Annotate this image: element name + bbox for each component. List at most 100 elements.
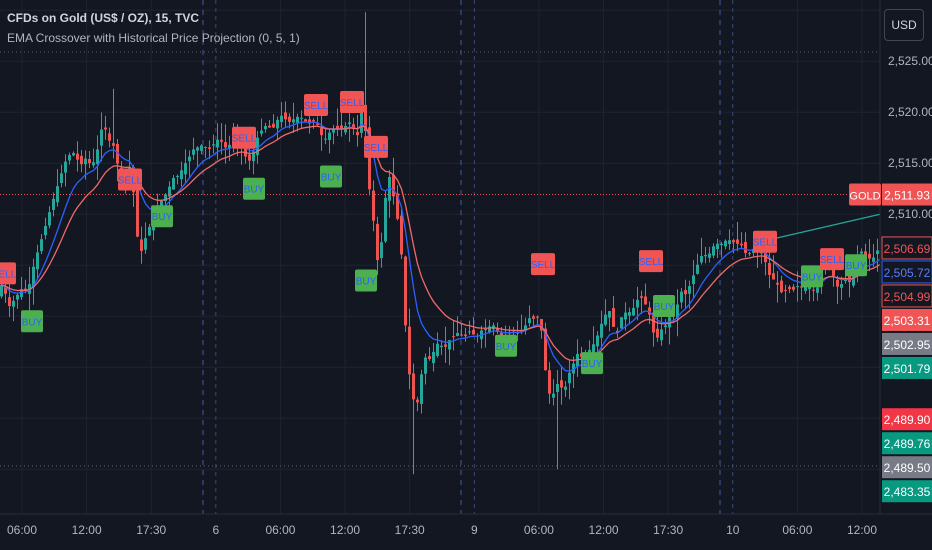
candle-body	[112, 143, 115, 146]
candle-body	[148, 226, 151, 236]
candle-body	[608, 311, 611, 318]
candle-body	[412, 373, 415, 400]
candle-body	[208, 147, 211, 149]
candle-body	[528, 318, 531, 324]
candle-body	[320, 127, 323, 136]
candle-body	[184, 163, 187, 175]
buy-signal	[320, 165, 342, 188]
y-tick-label: 2,515.00	[888, 156, 932, 170]
symbol-title: CFDs on Gold (US$ / OZ), 15, TVC	[7, 11, 200, 25]
candle-body	[536, 316, 539, 318]
buy-signal	[801, 265, 823, 288]
candle-body	[188, 156, 191, 162]
candle-body	[324, 138, 327, 140]
x-tick-label: 17:30	[395, 523, 425, 537]
sell-signal-label: SELL	[0, 269, 17, 280]
candle-body	[116, 143, 119, 164]
buy-signal-label: BUY	[356, 277, 377, 288]
candle-body	[24, 288, 27, 291]
price-badge-label: 2,489.76	[884, 437, 931, 451]
price-badge-label: 2,511.93	[884, 189, 930, 203]
buy-signal-label: BUY	[496, 342, 517, 353]
candle-body	[4, 287, 7, 294]
candle-body	[384, 197, 387, 242]
candle-body	[748, 253, 751, 255]
sell-signal	[340, 91, 364, 113]
candle-body	[864, 251, 867, 257]
indicator-title: EMA Crossover with Historical Price Proj…	[7, 31, 300, 45]
price-badge	[881, 236, 932, 260]
price-badge	[882, 183, 932, 206]
candle-body	[204, 146, 207, 148]
candle-body	[60, 173, 63, 184]
buy-signal-label: BUY	[582, 359, 603, 370]
candle-body	[192, 149, 195, 155]
candle-body	[484, 328, 487, 331]
sell-signal	[820, 248, 844, 271]
sell-signal-label: SELL	[232, 134, 257, 145]
candle-body	[868, 253, 871, 259]
price-badge-label: 2,506.69	[884, 242, 931, 256]
candle-body	[692, 275, 695, 285]
candle-body	[664, 325, 667, 328]
price-badge	[882, 456, 932, 479]
buy-signal-label: BUY	[654, 302, 675, 313]
candle-body	[628, 312, 631, 316]
candle-body	[276, 119, 279, 129]
candle-body	[136, 189, 139, 237]
candle-body	[776, 282, 779, 285]
candle-body	[832, 268, 835, 276]
candle-body	[872, 257, 875, 262]
price-badge-label: 2,501.79	[884, 362, 931, 376]
candle-body	[144, 238, 147, 250]
candle-body	[288, 116, 291, 122]
candle-body	[800, 286, 803, 288]
candle-body	[724, 240, 727, 247]
candle-body	[12, 300, 15, 307]
sell-signal-label: SELL	[340, 98, 365, 109]
buy-signal	[653, 295, 675, 317]
candle-body	[304, 119, 307, 122]
candle-body	[300, 117, 303, 119]
x-tick-label: 6	[213, 523, 220, 537]
candle-body	[716, 243, 719, 250]
candle-body	[16, 294, 19, 300]
x-tick-label: 06:00	[524, 523, 554, 537]
x-tick-label: 12:00	[330, 523, 360, 537]
candle-body	[564, 386, 567, 390]
candle-body	[656, 328, 659, 338]
candle-body	[772, 273, 775, 280]
candle-body	[448, 340, 451, 350]
buy-signal	[355, 269, 377, 292]
x-tick-label: 12:00	[72, 523, 102, 537]
x-tick-label: 06:00	[265, 523, 295, 537]
candle-body	[80, 155, 83, 165]
buy-signal-label: BUY	[321, 172, 342, 183]
candle-body	[440, 345, 443, 348]
candle-body	[40, 239, 43, 252]
buy-signal	[21, 310, 43, 333]
candle-body	[420, 374, 423, 404]
candle-body	[792, 286, 795, 290]
candle-body	[72, 153, 75, 156]
price-badge	[881, 284, 932, 308]
candle-body	[84, 158, 87, 165]
price-badge-label: 2,502.95	[884, 338, 931, 352]
candle-body	[164, 194, 167, 202]
sell-signal	[118, 168, 142, 191]
candle-body	[768, 262, 771, 275]
candle-body	[168, 186, 171, 197]
candle-body	[52, 198, 55, 210]
price-badge	[882, 432, 932, 455]
sell-signal-label: SELL	[753, 238, 778, 249]
x-tick-label: 06:00	[782, 523, 812, 537]
price-badge	[882, 356, 932, 379]
candle-body	[652, 312, 655, 333]
candle-body	[348, 122, 351, 125]
candle-body	[172, 177, 175, 190]
x-tick-label: 17:30	[653, 523, 683, 537]
sell-signal	[232, 126, 256, 149]
candle-body	[704, 255, 707, 257]
currency-button[interactable]: USD	[884, 9, 924, 41]
